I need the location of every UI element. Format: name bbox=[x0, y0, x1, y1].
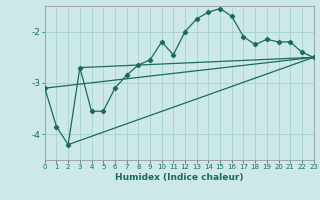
X-axis label: Humidex (Indice chaleur): Humidex (Indice chaleur) bbox=[115, 173, 244, 182]
